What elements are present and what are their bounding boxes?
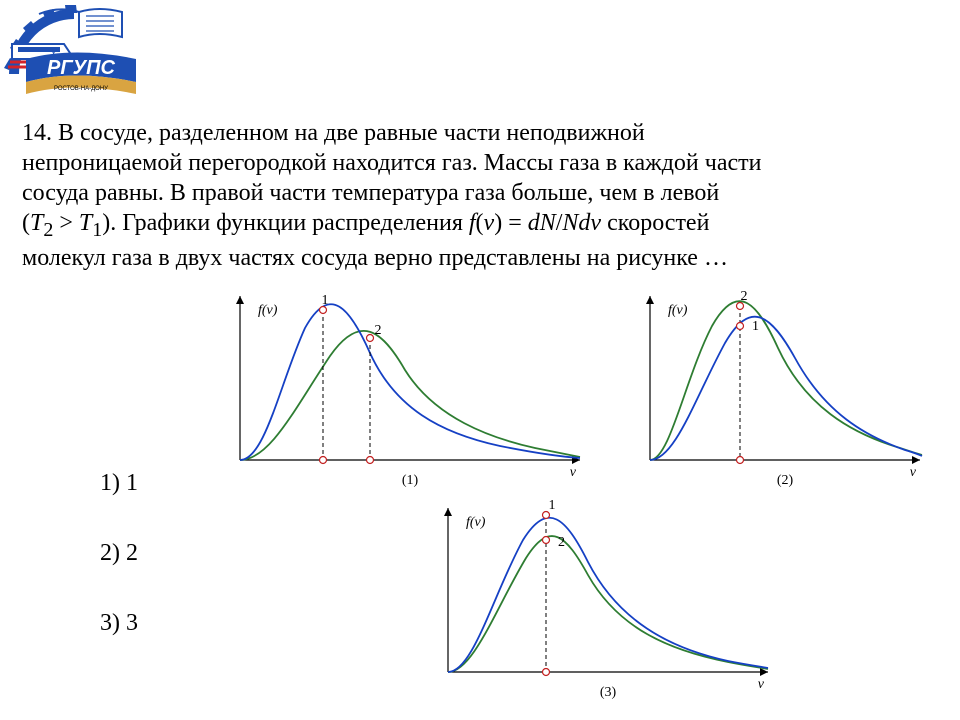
q-l4d: ) =	[494, 210, 528, 236]
svg-text:1: 1	[752, 319, 759, 334]
q-s2: 2	[43, 219, 53, 241]
svg-text:1: 1	[549, 500, 556, 513]
q-f: f	[469, 210, 476, 236]
q-line1: В сосуде, разделенном на две равные част…	[58, 120, 645, 146]
svg-text:f(v): f(v)	[668, 303, 688, 318]
q-l4a: (	[22, 210, 30, 236]
svg-text:f(v): f(v)	[258, 303, 278, 318]
q-dn: dN	[528, 210, 556, 236]
q-t2: T	[30, 210, 43, 236]
q-l4b: ). Графики функции распределения	[102, 210, 469, 236]
chart-3: f(v) v 1 2 (3)	[418, 500, 798, 715]
svg-text:(2): (2)	[777, 473, 794, 488]
chart-1: f(v) v 1 2 (1)	[210, 288, 610, 503]
question-text: 14. В сосуде, разделенном на две равные …	[22, 118, 932, 273]
q-s1: 1	[92, 219, 102, 241]
svg-text:f(v): f(v)	[466, 515, 486, 530]
q-gt: >	[53, 210, 79, 236]
page: У РГУПС РОСТОВ-НА-ДОНУ 14. В сосуде, раз…	[0, 0, 960, 720]
q-ndv: Ndv	[562, 210, 601, 236]
q-l4e: скоростей	[601, 210, 709, 236]
svg-text:2: 2	[558, 535, 565, 550]
answer-option-1: 1) 1	[100, 470, 138, 497]
q-l4c: (	[476, 210, 484, 236]
q-t1: T	[79, 210, 92, 236]
svg-text:2: 2	[375, 323, 382, 338]
q-line3: сосуда равны. В правой части температура…	[22, 180, 719, 206]
svg-text:v: v	[758, 677, 765, 692]
svg-text:v: v	[570, 465, 577, 480]
svg-text:(1): (1)	[402, 473, 419, 488]
svg-text:(3): (3)	[600, 685, 617, 700]
answer-option-3: 3) 3	[100, 610, 138, 637]
question-number: 14.	[22, 120, 52, 146]
chart-2: f(v) v 21 (2)	[620, 288, 950, 503]
q-line5: молекул газа в двух частях сосуда верно …	[22, 245, 728, 271]
svg-text:v: v	[910, 465, 917, 480]
logo-city-text: РОСТОВ-НА-ДОНУ	[54, 86, 108, 92]
svg-text:2: 2	[741, 289, 748, 304]
q-line2: непроницаемой перегородкой находится газ…	[22, 150, 761, 176]
university-logo: У РГУПС РОСТОВ-НА-ДОНУ	[4, 4, 144, 99]
answer-option-2: 2) 2	[100, 540, 138, 567]
svg-text:1: 1	[322, 293, 329, 308]
q-v: v	[484, 210, 495, 236]
